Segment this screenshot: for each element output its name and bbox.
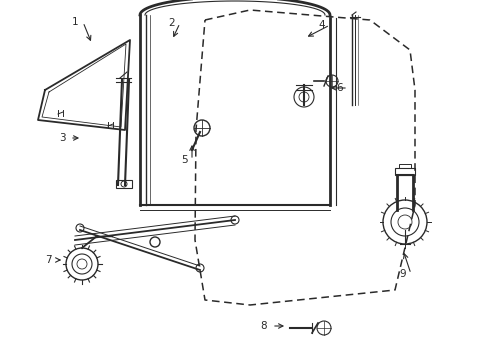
- Text: 5: 5: [181, 155, 187, 165]
- Text: 8: 8: [260, 321, 267, 331]
- Text: 1: 1: [72, 17, 78, 27]
- Circle shape: [196, 264, 203, 272]
- Bar: [398, 164, 410, 168]
- Bar: [116, 180, 132, 188]
- Text: 4: 4: [318, 20, 325, 30]
- Text: 6: 6: [336, 83, 343, 93]
- Circle shape: [150, 237, 160, 247]
- Circle shape: [230, 216, 239, 224]
- Text: 2: 2: [168, 18, 175, 28]
- Text: 9: 9: [399, 269, 406, 279]
- Bar: [394, 168, 414, 175]
- Circle shape: [76, 224, 84, 232]
- Text: 7: 7: [44, 255, 51, 265]
- Text: 3: 3: [59, 133, 65, 143]
